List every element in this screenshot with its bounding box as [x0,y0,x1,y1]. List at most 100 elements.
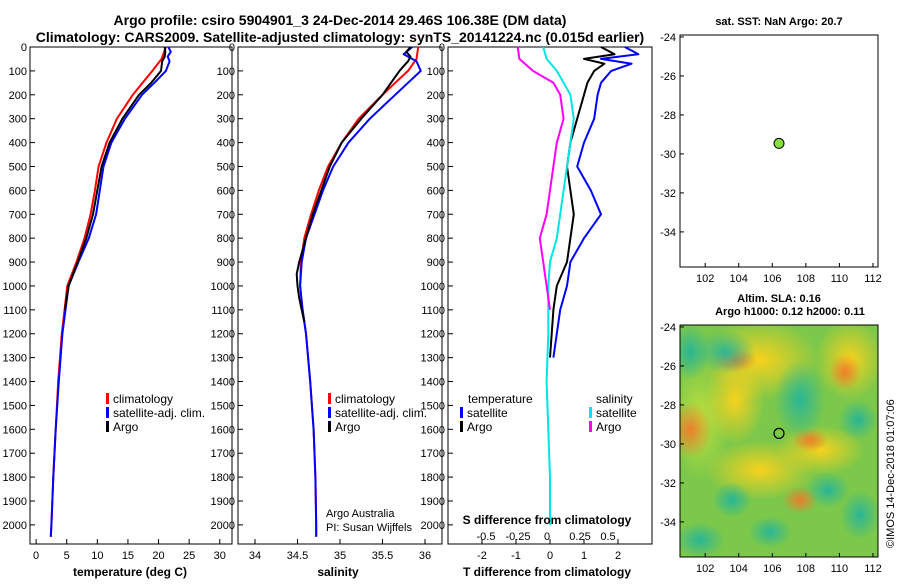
legend-climatology-swatch [328,393,331,404]
x-tick-label: 10 [91,550,103,562]
y-tick-label: 1800 [3,472,27,484]
map-x-tick-label: 110 [831,563,849,575]
sla-label-line-1: Altim. SLA: 0.16 [737,293,821,305]
sst-label: sat. SST: NaN Argo: 20.7 [715,16,842,28]
x-tick-label: -1 [511,550,521,562]
series-satellite-adj-clim- [299,46,422,537]
y-tick-label: 400 [427,138,445,150]
map-x-tick-label: 102 [696,273,714,285]
title-line-2: Climatology: CARS2009. Satellite-adjuste… [36,29,644,45]
y-tick-label: 700 [427,209,445,221]
x-tick-label: 30 [214,550,226,562]
y-tick-label: 1600 [421,424,445,436]
map-y-tick-label: -34 [660,227,676,239]
map-x-tick-label: 106 [763,563,781,575]
temperature-panel-frame [29,46,233,545]
difference-panel: 0100200300400500600700800900100011001200… [421,42,653,579]
series-salinity-satellite [542,46,575,525]
y-tick-label: 400 [9,138,27,150]
legend-argo-label: Argo [113,420,139,434]
map-y-tick-label: -24 [660,322,676,334]
y-tick-label: 1500 [211,400,235,412]
salinity-panel: 0100200300400500600700800900100011001200… [211,42,443,579]
series-argo [295,46,412,323]
y-tick-label: 1100 [3,305,27,317]
title-line-1: Argo profile: csiro 5904901_3 24-Dec-201… [114,12,567,28]
x-tick-label: 15 [122,550,134,562]
map-x-tick-label: 102 [696,563,714,575]
y-tick-label: 2000 [3,520,27,532]
legend-sal-satellite-label: satellite [596,406,637,420]
y-tick-label: 500 [9,161,27,173]
x-tick-label: 5 [64,550,70,562]
legend-temp-argo-label: Argo [467,420,493,434]
y-tick-label: 1100 [421,305,445,317]
credit-line-1: Argo Australia [326,508,395,520]
map-x-tick-label: 110 [831,273,849,285]
y-tick-label: 2000 [421,520,445,532]
y-tick-label: 1400 [3,377,27,389]
legend-sal-satellite-swatch [589,407,592,418]
x-tick-label: 25 [183,550,195,562]
legend-satellite-label: satellite-adj. clim. [335,406,427,420]
x-tick-label: 36 [419,550,431,562]
map-y-tick-label: -24 [660,32,676,44]
argo-location-marker [773,427,785,439]
map-y-tick-label: -30 [660,149,676,161]
series-salinity-argo [516,46,565,310]
legend-argo-swatch [106,421,109,432]
y-tick-label: 900 [217,257,235,269]
map-x-tick-label: 104 [730,273,748,285]
y-tick-label: 1900 [3,496,27,508]
legend-temperature-heading: temperature [468,392,533,406]
x-tick-label: 34 [249,550,261,562]
series-satellite-adj-clim- [49,46,172,537]
s-tick-label: -0.25 [505,531,530,543]
map-y-tick-label: -26 [660,71,676,83]
s-tick-label: 0 [544,531,550,543]
legend-salinity-heading: salinity [596,392,633,406]
y-tick-label: 1100 [211,305,235,317]
map-y-tick-label: -30 [660,439,676,451]
series-temperature-satellite [552,46,640,358]
map-x-tick-label: 106 [763,273,781,285]
map-y-tick-label: -34 [660,517,676,529]
x-tick-label: 20 [152,550,164,562]
legend-satellite-swatch [106,407,109,418]
s-tick-label: 0.25 [569,531,590,543]
y-tick-label: 800 [427,233,445,245]
temperature-axis-label: temperature (deg C) [73,565,187,579]
x-tick-label: 1 [581,550,587,562]
salinity-axis-label: salinity [317,565,359,579]
y-tick-label: 1200 [211,329,235,341]
y-tick-label: 1000 [421,281,445,293]
y-tick-label: 500 [427,161,445,173]
difference-legend: temperature salinity satellite Argo sate… [460,392,637,434]
y-tick-label: 1500 [421,400,445,412]
x-tick-label: 35.5 [372,550,393,562]
y-tick-label: 1900 [211,496,235,508]
legend-argo-label: Argo [335,420,361,434]
y-tick-label: 300 [9,114,27,126]
sla-heatmap [680,325,878,557]
y-tick-label: 1400 [421,377,445,389]
salinity-panel-frame [237,46,443,545]
legend-sal-argo-label: Argo [596,420,622,434]
series-argo [63,46,167,310]
y-tick-label: 700 [217,209,235,221]
x-tick-label: 35 [334,550,346,562]
temperature-legend: climatology satellite-adj. clim. Argo [106,392,205,434]
y-tick-label: 800 [9,233,27,245]
map-y-tick-label: -28 [660,110,676,122]
y-tick-label: 1400 [211,377,235,389]
s-difference-label: S difference from climatology [463,513,632,527]
y-tick-label: 1200 [3,329,27,341]
y-tick-label: 300 [217,114,235,126]
sla-map: Altim. SLA: 0.16 Argo h1000: 0.12 h2000:… [660,293,897,575]
y-tick-label: 1000 [211,281,235,293]
y-tick-label: 1300 [3,353,27,365]
y-tick-label: 700 [9,209,27,221]
y-tick-label: 1000 [3,281,27,293]
location-map-frame [679,34,879,268]
map-x-tick-label: 104 [730,563,748,575]
